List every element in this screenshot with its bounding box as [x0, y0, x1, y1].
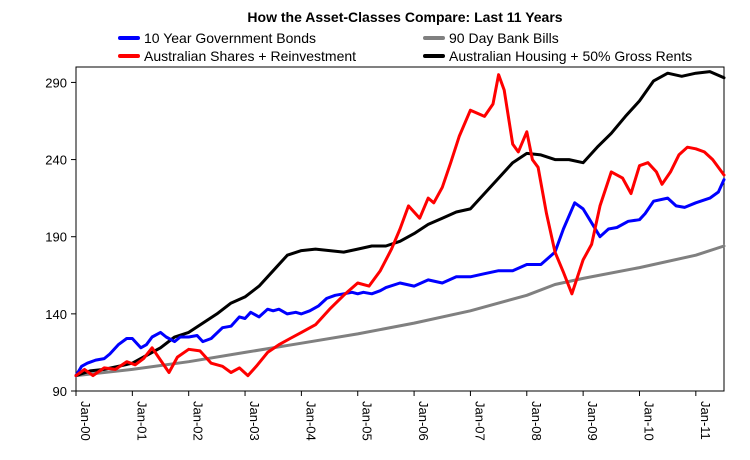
- chart-title: How the Asset-Classes Compare: Last 11 Y…: [247, 9, 562, 25]
- x-tick-label-7: Jan-07: [472, 401, 487, 441]
- y-tick-label-2: 190: [45, 230, 67, 245]
- x-axis: Jan-00 Jan-01 Jan-02 Jan-03 Jan-04 Jan-05 Jan-…: [75, 391, 713, 441]
- x-tick-label-5: Jan-05: [360, 401, 375, 441]
- series-line-3: [74, 70, 726, 378]
- x-tick-label-0: Jan-00: [78, 401, 93, 441]
- x-tick-label-11: Jan-11: [698, 401, 713, 440]
- y-tick-label-1: 140: [45, 307, 67, 322]
- x-tick-label-3: Jan-03: [247, 401, 262, 441]
- y-tick-label-4: 290: [45, 75, 67, 90]
- legend-label-2: Australian Shares + Reinvestment: [144, 48, 356, 64]
- x-tick-label-6: Jan-06: [416, 401, 431, 441]
- x-tick-label-4: Jan-04: [303, 401, 318, 441]
- y-tick-label-3: 240: [45, 153, 67, 168]
- legend-label-1: 90 Day Bank Bills: [449, 30, 559, 46]
- series-line-2: [74, 73, 726, 378]
- series-layer: [74, 70, 726, 378]
- y-tick-label-0: 90: [53, 384, 67, 399]
- x-tick-label-1: Jan-01: [134, 401, 149, 441]
- x-tick-label-8: Jan-08: [529, 401, 544, 441]
- series-line-1: [74, 244, 726, 378]
- legend-label-3: Australian Housing + 50% Gross Rents: [449, 48, 692, 64]
- series-line-0: [74, 178, 726, 378]
- legend: 10 Year Government Bonds 90 Day Bank Bill…: [118, 30, 692, 64]
- plot-area: [75, 66, 725, 392]
- legend-label-0: 10 Year Government Bonds: [144, 30, 316, 46]
- x-tick-label-10: Jan-10: [641, 401, 656, 441]
- x-tick-label-9: Jan-09: [585, 401, 600, 441]
- x-tick-label-2: Jan-02: [191, 401, 206, 441]
- y-axis: 90 140 190 240 290: [45, 75, 76, 399]
